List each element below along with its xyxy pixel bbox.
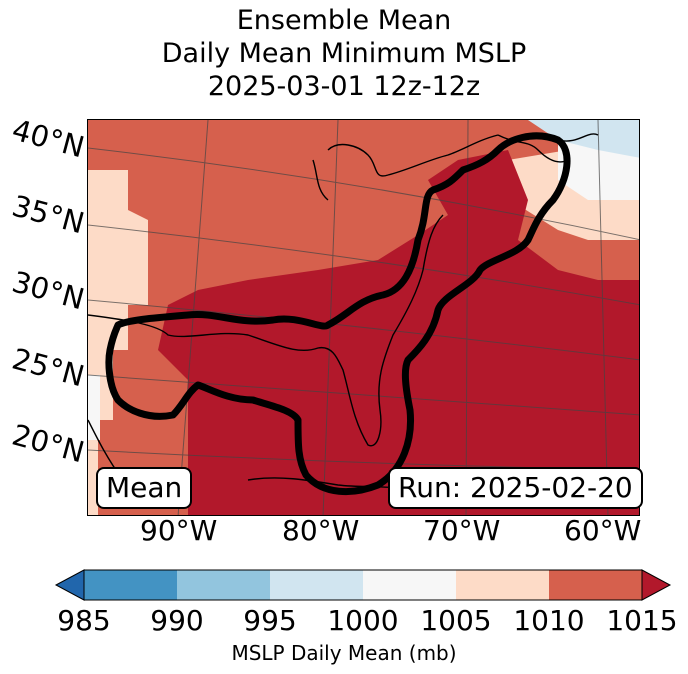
colorbar-tick-990: 990	[150, 604, 204, 637]
graticule	[88, 120, 639, 515]
colorbar-tick-985: 985	[57, 604, 111, 637]
lat-label-25: 25°N	[8, 341, 89, 394]
title-line-1: Ensemble Mean	[236, 5, 452, 36]
pressure-field-995-east	[528, 120, 639, 158]
colorbar-segment-1000-1005	[363, 570, 456, 600]
colorbar-tick-995: 995	[243, 604, 297, 637]
lon-label-80w: 80°W	[282, 514, 360, 547]
colorbar-tick-1010: 1010	[513, 604, 585, 637]
colorbar-tick-1005: 1005	[420, 604, 492, 637]
pressure-field-1015-south	[188, 340, 238, 515]
lat-label-35: 35°N	[8, 188, 89, 241]
colorbar-segment-990-995	[177, 570, 270, 600]
colorbar-tick-1000: 1000	[327, 604, 399, 637]
colorbar-extend-high	[641, 569, 672, 601]
title-line-3: 2025-03-01 12z-12z	[207, 71, 481, 102]
colorbar-segment-1010-1015	[549, 570, 642, 600]
colorbar-outline	[83, 569, 643, 601]
colorbar	[54, 569, 672, 601]
lon-label-90w: 90°W	[140, 514, 218, 547]
colorbar-label: MSLP Daily Mean (mb)	[231, 641, 457, 665]
colorbar-segment-985-990	[84, 570, 177, 600]
pressure-field-1015	[158, 150, 639, 515]
colorbar-segment-995-1000	[270, 570, 363, 600]
mean-contour	[105, 132, 571, 496]
map-panel	[87, 119, 640, 516]
pressure-field-1000-west	[88, 375, 100, 440]
run-date-box-label: Run: 2025-02-20	[388, 467, 643, 509]
colorbar-tick-1015: 1015	[606, 604, 678, 637]
pressure-field-1005-west	[88, 170, 148, 515]
title-line-2: Daily Mean Minimum MSLP	[161, 38, 527, 69]
colorbar-extend-low	[54, 569, 85, 601]
lon-label-70w: 70°W	[423, 514, 501, 547]
mean-box-label: Mean	[96, 467, 193, 509]
lat-label-20: 20°N	[8, 417, 89, 470]
lon-label-60w: 60°W	[564, 514, 642, 547]
map-canvas	[88, 120, 639, 515]
colorbar-segment-1005-1010	[456, 570, 549, 600]
lat-label-30: 30°N	[8, 264, 89, 317]
lat-label-40: 40°N	[8, 112, 89, 165]
